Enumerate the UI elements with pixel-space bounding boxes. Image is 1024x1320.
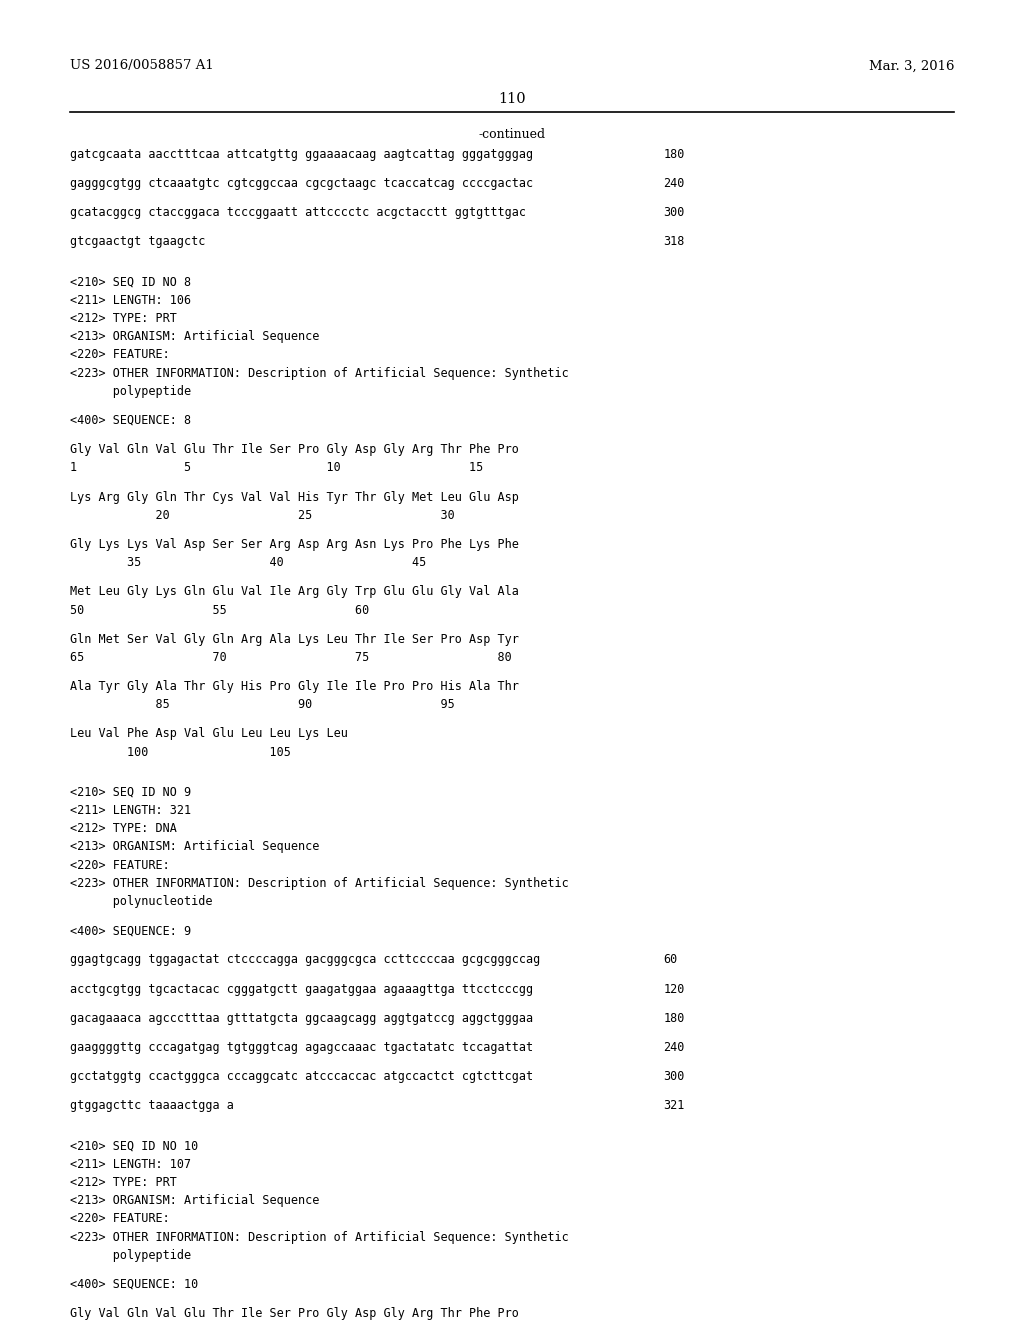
Text: <400> SEQUENCE: 10: <400> SEQUENCE: 10 (70, 1278, 198, 1291)
Text: 180: 180 (664, 148, 685, 161)
Text: <210> SEQ ID NO 9: <210> SEQ ID NO 9 (70, 785, 190, 799)
Text: 1               5                   10                  15: 1 5 10 15 (70, 461, 483, 474)
Text: <223> OTHER INFORMATION: Description of Artificial Sequence: Synthetic: <223> OTHER INFORMATION: Description of … (70, 367, 568, 380)
Text: <210> SEQ ID NO 8: <210> SEQ ID NO 8 (70, 276, 190, 289)
Text: 60: 60 (664, 953, 678, 966)
Text: <213> ORGANISM: Artificial Sequence: <213> ORGANISM: Artificial Sequence (70, 1195, 319, 1206)
Text: polypeptide: polypeptide (70, 1249, 190, 1262)
Text: Mar. 3, 2016: Mar. 3, 2016 (869, 59, 954, 73)
Text: Gly Lys Lys Val Asp Ser Ser Arg Asp Arg Asn Lys Pro Phe Lys Phe: Gly Lys Lys Val Asp Ser Ser Arg Asp Arg … (70, 537, 518, 550)
Text: <211> LENGTH: 321: <211> LENGTH: 321 (70, 804, 190, 817)
Text: 300: 300 (664, 1071, 685, 1084)
Text: 300: 300 (664, 206, 685, 219)
Text: Gln Met Ser Val Gly Gln Arg Ala Lys Leu Thr Ile Ser Pro Asp Tyr: Gln Met Ser Val Gly Gln Arg Ala Lys Leu … (70, 632, 518, 645)
Text: gaaggggttg cccagatgag tgtgggtcag agagccaaac tgactatatc tccagattat: gaaggggttg cccagatgag tgtgggtcag agagcca… (70, 1041, 532, 1053)
Text: 110: 110 (499, 92, 525, 107)
Text: gcatacggcg ctaccggaca tcccggaatt attcccctc acgctacctt ggtgtttgac: gcatacggcg ctaccggaca tcccggaatt attcccc… (70, 206, 525, 219)
Text: <213> ORGANISM: Artificial Sequence: <213> ORGANISM: Artificial Sequence (70, 841, 319, 854)
Text: 65                  70                  75                  80: 65 70 75 80 (70, 651, 511, 664)
Text: <400> SEQUENCE: 8: <400> SEQUENCE: 8 (70, 414, 190, 426)
Text: <223> OTHER INFORMATION: Description of Artificial Sequence: Synthetic: <223> OTHER INFORMATION: Description of … (70, 1230, 568, 1243)
Text: 100                 105: 100 105 (70, 746, 291, 759)
Text: gcctatggtg ccactgggca cccaggcatc atcccaccac atgccactct cgtcttcgat: gcctatggtg ccactgggca cccaggcatc atcccac… (70, 1071, 532, 1084)
Text: Lys Arg Gly Gln Thr Cys Val Val His Tyr Thr Gly Met Leu Glu Asp: Lys Arg Gly Gln Thr Cys Val Val His Tyr … (70, 491, 518, 503)
Text: ggagtgcagg tggagactat ctccccagga gacgggcgca ccttccccaa gcgcgggccag: ggagtgcagg tggagactat ctccccagga gacgggc… (70, 953, 540, 966)
Text: Leu Val Phe Asp Val Glu Leu Leu Lys Leu: Leu Val Phe Asp Val Glu Leu Leu Lys Leu (70, 727, 347, 741)
Text: 321: 321 (664, 1100, 685, 1113)
Text: 240: 240 (664, 1041, 685, 1053)
Text: 120: 120 (664, 982, 685, 995)
Text: <400> SEQUENCE: 9: <400> SEQUENCE: 9 (70, 924, 190, 937)
Text: Met Leu Gly Lys Gln Glu Val Ile Arg Gly Trp Glu Glu Gly Val Ala: Met Leu Gly Lys Gln Glu Val Ile Arg Gly … (70, 585, 518, 598)
Text: <220> FEATURE:: <220> FEATURE: (70, 1212, 169, 1225)
Text: polynucleotide: polynucleotide (70, 895, 212, 908)
Text: 50                  55                  60: 50 55 60 (70, 603, 369, 616)
Text: gtggagcttc taaaactgga a: gtggagcttc taaaactgga a (70, 1100, 233, 1113)
Text: <211> LENGTH: 107: <211> LENGTH: 107 (70, 1158, 190, 1171)
Text: 35                  40                  45: 35 40 45 (70, 556, 426, 569)
Text: acctgcgtgg tgcactacac cgggatgctt gaagatggaa agaaagttga ttcctcccgg: acctgcgtgg tgcactacac cgggatgctt gaagatg… (70, 982, 532, 995)
Text: gatcgcaata aacctttcaa attcatgttg ggaaaacaag aagtcattag gggatgggag: gatcgcaata aacctttcaa attcatgttg ggaaaac… (70, 148, 532, 161)
Text: 85                  90                  95: 85 90 95 (70, 698, 455, 711)
Text: Ala Tyr Gly Ala Thr Gly His Pro Gly Ile Ile Pro Pro His Ala Thr: Ala Tyr Gly Ala Thr Gly His Pro Gly Ile … (70, 680, 518, 693)
Text: <223> OTHER INFORMATION: Description of Artificial Sequence: Synthetic: <223> OTHER INFORMATION: Description of … (70, 876, 568, 890)
Text: 180: 180 (664, 1011, 685, 1024)
Text: gtcgaactgt tgaagctc: gtcgaactgt tgaagctc (70, 235, 205, 248)
Text: polypeptide: polypeptide (70, 384, 190, 397)
Text: <212> TYPE: DNA: <212> TYPE: DNA (70, 822, 176, 836)
Text: -continued: -continued (478, 128, 546, 141)
Text: US 2016/0058857 A1: US 2016/0058857 A1 (70, 59, 213, 73)
Text: <212> TYPE: PRT: <212> TYPE: PRT (70, 312, 176, 325)
Text: <210> SEQ ID NO 10: <210> SEQ ID NO 10 (70, 1139, 198, 1152)
Text: <211> LENGTH: 106: <211> LENGTH: 106 (70, 293, 190, 306)
Text: Gly Val Gln Val Glu Thr Ile Ser Pro Gly Asp Gly Arg Thr Phe Pro: Gly Val Gln Val Glu Thr Ile Ser Pro Gly … (70, 1307, 518, 1320)
Text: gagggcgtgg ctcaaatgtc cgtcggccaa cgcgctaagc tcaccatcag ccccgactac: gagggcgtgg ctcaaatgtc cgtcggccaa cgcgcta… (70, 177, 532, 190)
Text: gacagaaaca agccctttaa gtttatgcta ggcaagcagg aggtgatccg aggctgggaa: gacagaaaca agccctttaa gtttatgcta ggcaagc… (70, 1011, 532, 1024)
Text: 20                  25                  30: 20 25 30 (70, 508, 455, 521)
Text: 240: 240 (664, 177, 685, 190)
Text: <220> FEATURE:: <220> FEATURE: (70, 858, 169, 871)
Text: <212> TYPE: PRT: <212> TYPE: PRT (70, 1176, 176, 1189)
Text: <213> ORGANISM: Artificial Sequence: <213> ORGANISM: Artificial Sequence (70, 330, 319, 343)
Text: 318: 318 (664, 235, 685, 248)
Text: Gly Val Gln Val Glu Thr Ile Ser Pro Gly Asp Gly Arg Thr Phe Pro: Gly Val Gln Val Glu Thr Ile Ser Pro Gly … (70, 444, 518, 457)
Text: <220> FEATURE:: <220> FEATURE: (70, 348, 169, 362)
